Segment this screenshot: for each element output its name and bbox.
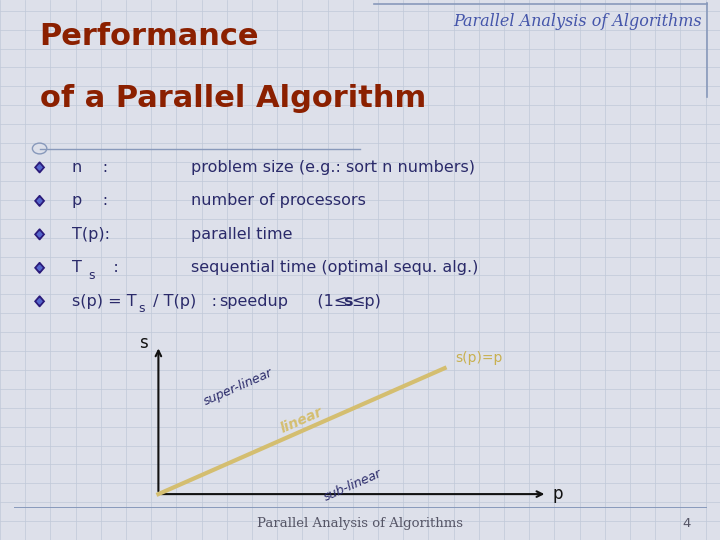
Text: s: s (88, 269, 94, 282)
Text: ≤p): ≤p) (351, 294, 381, 309)
Text: n    :: n : (72, 160, 108, 175)
Text: Parallel Analysis of Algorithms: Parallel Analysis of Algorithms (454, 14, 702, 30)
Text: problem size (e.g.: sort n numbers): problem size (e.g.: sort n numbers) (191, 160, 474, 175)
Text: p    :: p : (72, 193, 108, 208)
Polygon shape (37, 265, 42, 271)
Text: parallel time: parallel time (191, 227, 292, 242)
Text: (1≤: (1≤ (302, 294, 348, 309)
Polygon shape (37, 232, 42, 237)
Polygon shape (35, 229, 45, 240)
Text: :: : (98, 260, 119, 275)
Polygon shape (37, 165, 42, 170)
Polygon shape (35, 262, 45, 273)
Text: linear: linear (278, 405, 325, 436)
Text: s: s (139, 334, 148, 352)
Text: Parallel Analysis of Algorithms: Parallel Analysis of Algorithms (257, 517, 463, 530)
Text: p: p (553, 485, 563, 503)
Polygon shape (35, 195, 45, 206)
Polygon shape (37, 198, 42, 204)
Text: s(p) = T: s(p) = T (72, 294, 137, 309)
Text: speedup: speedup (220, 294, 289, 309)
Polygon shape (35, 296, 45, 307)
Text: / T(p)   :: / T(p) : (148, 294, 217, 309)
Text: super-linear: super-linear (202, 367, 275, 408)
Text: s: s (138, 302, 145, 315)
Text: Performance: Performance (40, 22, 259, 51)
Polygon shape (35, 162, 45, 173)
Polygon shape (37, 299, 42, 304)
Text: s: s (343, 294, 353, 309)
Text: T(p):: T(p): (72, 227, 110, 242)
Text: sub-linear: sub-linear (322, 467, 384, 503)
Text: T: T (72, 260, 82, 275)
Text: 4: 4 (683, 517, 691, 530)
Text: s(p)=p: s(p)=p (456, 352, 503, 366)
Text: of a Parallel Algorithm: of a Parallel Algorithm (40, 84, 426, 113)
Text: number of processors: number of processors (191, 193, 366, 208)
Text: sequential time (optimal sequ. alg.): sequential time (optimal sequ. alg.) (191, 260, 478, 275)
